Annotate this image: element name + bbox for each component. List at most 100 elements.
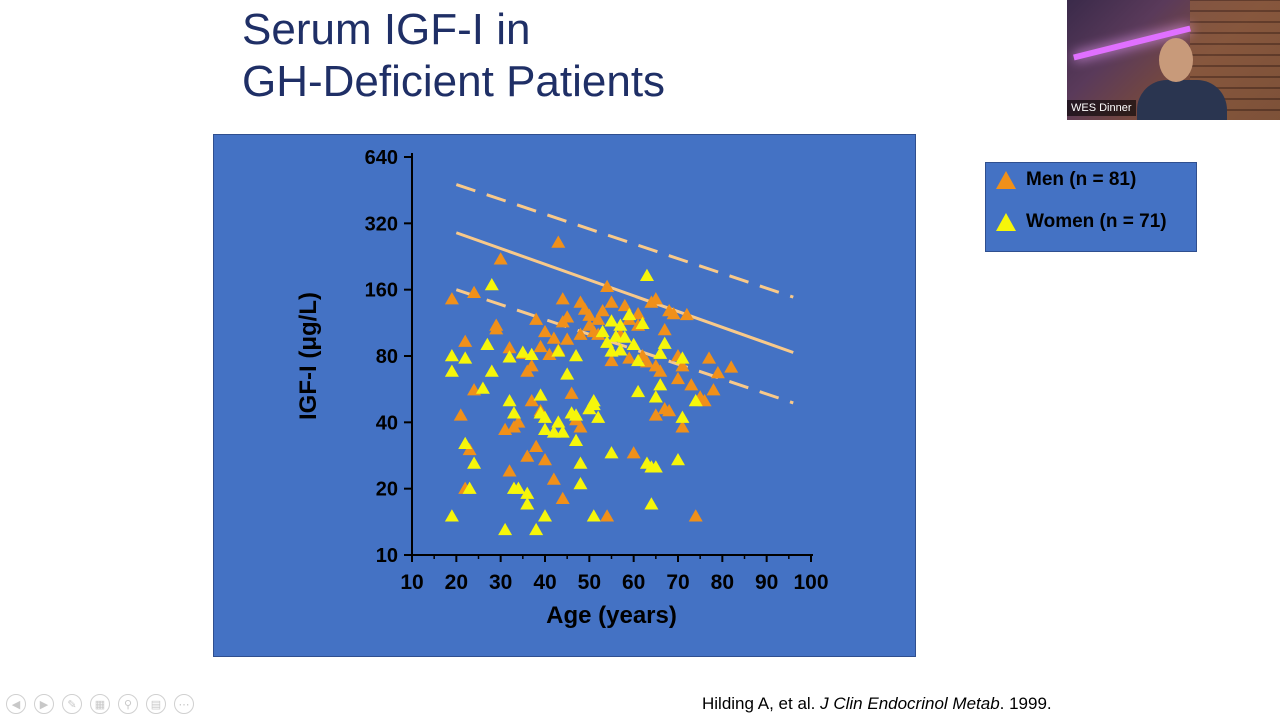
more-icon[interactable]: ⋯ <box>174 694 194 714</box>
men-point <box>675 359 690 372</box>
women-point <box>538 410 552 423</box>
citation-journal: J Clin Endocrinol Metab <box>820 694 1000 713</box>
x-tick-label: 60 <box>622 571 645 594</box>
prev-icon[interactable]: ◀ <box>6 694 26 714</box>
men-point <box>675 420 690 433</box>
women-point <box>653 346 668 359</box>
women-point <box>506 406 521 419</box>
women-point <box>475 381 490 394</box>
men-point <box>524 359 539 372</box>
reference-lines <box>455 183 794 405</box>
men-point <box>626 446 641 459</box>
women-point <box>462 481 477 494</box>
men-point <box>653 364 668 377</box>
x-tick-label: 20 <box>445 571 468 594</box>
reference-line-1 <box>455 183 794 299</box>
citation: Hilding A, et al. J Clin Endocrinol Meta… <box>702 694 1052 714</box>
women-point <box>573 476 588 490</box>
men-point <box>684 378 699 391</box>
women-point <box>555 425 570 438</box>
men-point <box>551 235 566 248</box>
women-point <box>671 452 685 466</box>
women-point <box>604 314 619 327</box>
zoom-icon[interactable]: ⚲ <box>118 694 138 714</box>
x-tick-label: 10 <box>400 571 423 594</box>
men-point <box>648 292 663 305</box>
men-point <box>533 339 548 353</box>
women-point <box>657 336 672 349</box>
women-point <box>635 316 650 330</box>
y-tick-label: 20 <box>376 479 398 501</box>
women-point <box>480 337 495 350</box>
women-point <box>600 335 615 348</box>
webcam-video[interactable]: WES Dinner <box>1067 0 1280 120</box>
women-point <box>586 509 601 522</box>
x-tick-label: 90 <box>755 571 778 594</box>
men-point <box>538 324 552 338</box>
men-point <box>467 285 482 298</box>
men-point <box>511 415 526 428</box>
play-icon[interactable]: ▶ <box>34 694 54 714</box>
women-point <box>644 497 659 510</box>
men-point <box>520 449 535 462</box>
men-point <box>604 295 619 308</box>
citation-suffix: . 1999. <box>999 694 1052 713</box>
scatter-chart: 10 20 30 40 50 60 70 80 90 100 10 20 40 80 160 320 640 Ag… <box>295 147 829 629</box>
men-point <box>546 472 561 485</box>
men-point <box>582 308 597 321</box>
x-tick-label: 30 <box>489 571 512 594</box>
women-point <box>622 307 637 321</box>
men-point <box>546 331 561 344</box>
x-axis-title: Age (years) <box>546 602 677 629</box>
x-tick-label: 80 <box>711 571 734 594</box>
men-point <box>458 334 473 347</box>
y-tick-label: 640 <box>365 147 398 169</box>
women-point <box>520 497 535 510</box>
women-point <box>560 367 575 380</box>
y-tick-label: 10 <box>376 545 398 567</box>
y-tick-label: 320 <box>365 213 398 235</box>
women-point <box>631 384 646 398</box>
men-point <box>529 312 544 325</box>
legend-item-women: Women (n = 71) <box>996 209 1167 235</box>
women-point <box>639 268 654 282</box>
chart-labels: 10 20 30 40 50 60 70 80 90 100 10 20 40 80 160 320 640 Ag… <box>295 147 829 629</box>
women-point <box>569 349 584 362</box>
webcam-name-tag: WES Dinner <box>1067 100 1136 116</box>
men-point <box>444 292 459 305</box>
men-point <box>622 351 637 364</box>
y-tick-label: 160 <box>365 280 398 302</box>
men-point <box>591 312 606 325</box>
legend-item-men: Men (n = 81) <box>996 167 1136 193</box>
men-point <box>462 442 477 456</box>
women-point <box>467 456 482 469</box>
men-point <box>595 304 610 317</box>
women-point <box>520 486 535 499</box>
women-point <box>546 425 561 438</box>
slides-icon[interactable]: ▦ <box>90 694 110 714</box>
women-point <box>631 353 646 367</box>
slide-title-line2: GH-Deficient Patients <box>242 57 666 106</box>
women-point <box>604 446 619 459</box>
chart-axes <box>404 153 813 562</box>
women-point <box>444 364 459 377</box>
speaker-head <box>1159 38 1193 82</box>
men-point <box>560 310 575 323</box>
pen-icon[interactable]: ✎ <box>62 694 82 714</box>
y-tick-label: 40 <box>376 412 398 434</box>
women-point <box>498 522 513 536</box>
women-point <box>617 330 632 343</box>
women-point <box>586 393 601 407</box>
chart-points <box>444 235 739 536</box>
women-point <box>444 349 459 362</box>
subtitles-icon[interactable]: ▤ <box>146 694 166 714</box>
women-point <box>524 347 539 361</box>
women-point <box>502 350 517 363</box>
women-point <box>569 408 584 421</box>
women-point <box>653 378 668 391</box>
women-point <box>484 277 499 291</box>
women-point <box>533 388 548 401</box>
men-point <box>538 452 552 466</box>
men-point <box>706 383 721 396</box>
women-point <box>626 337 641 350</box>
